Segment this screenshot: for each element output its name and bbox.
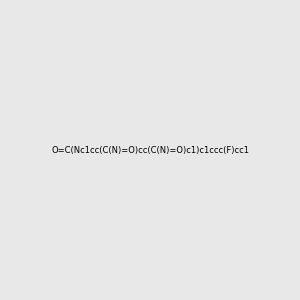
- Text: O=C(Nc1cc(C(N)=O)cc(C(N)=O)c1)c1ccc(F)cc1: O=C(Nc1cc(C(N)=O)cc(C(N)=O)c1)c1ccc(F)cc…: [51, 146, 249, 154]
